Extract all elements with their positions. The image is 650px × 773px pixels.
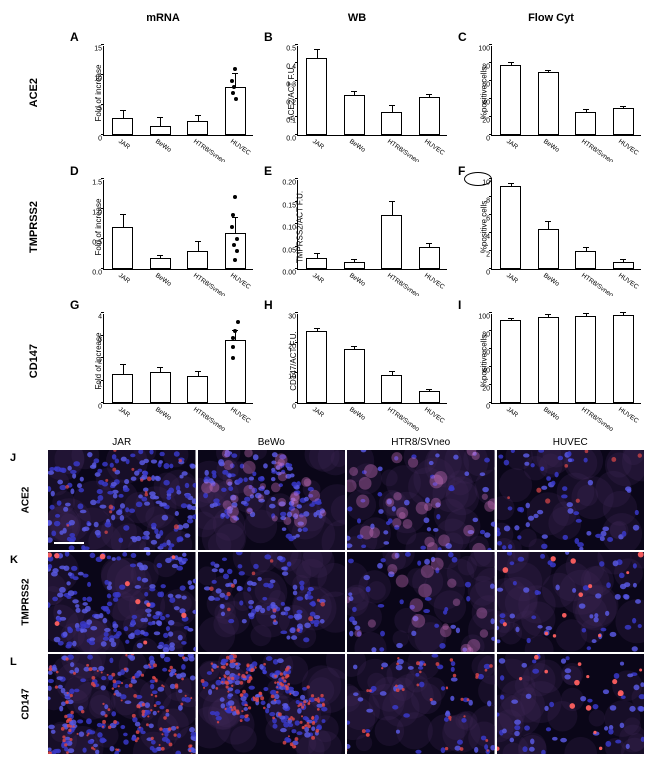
panel-G: GFold of increase01234JARBeWoHTR8/SvneoH… (68, 296, 258, 426)
bar (419, 247, 440, 270)
panel-letter-H: H (264, 298, 273, 312)
microscopy-grid: JAR BeWo HTR8/SVneo HUVEC J ACE2 K TMPRS… (0, 430, 650, 760)
col-header-mrna: mRNA (68, 12, 258, 24)
panel-letter-D: D (70, 164, 79, 178)
img-col-huvec: HUVEC (497, 437, 645, 448)
bar (575, 112, 596, 135)
microscopy-L-bewo (198, 654, 346, 754)
img-col-htr8: HTR8/SVneo (347, 437, 495, 448)
chart-area: 0.00.51.01.5JARBeWoHTR8/SvneoHUVEC (103, 180, 253, 270)
chart-area: 0.000.050.100.150.20JARBeWoHTR8/SvneoHUV… (297, 180, 447, 270)
bar (225, 87, 246, 135)
panel-A: AFold of increase051015JARBeWoHTR8/Svneo… (68, 28, 258, 158)
bar (381, 112, 402, 135)
bar (344, 262, 365, 269)
panel-C: C %positive cells020406080100JARBeWoHTR8/… (456, 28, 646, 158)
bar (538, 72, 559, 135)
bar (613, 108, 634, 135)
bar (538, 229, 559, 270)
img-col-bewo: BeWo (198, 437, 346, 448)
panel-letter-J: J (10, 452, 16, 464)
col-header-wb: WB (262, 12, 452, 24)
chart-area: 0246810JARBeWoHTR8/SvneoHUVEC (491, 180, 641, 270)
bar (225, 340, 246, 403)
bar (112, 118, 133, 135)
chart-area: 051015JARBeWoHTR8/SvneoHUVEC (103, 46, 253, 136)
chart-area: 01234JARBeWoHTR8/SvneoHUVEC (103, 314, 253, 404)
bar (187, 376, 208, 403)
microscopy-K-jar (48, 552, 196, 652)
bar (500, 186, 521, 269)
bar (150, 372, 171, 404)
panel-E: ETMPRSS2/ACT F.U.0.000.050.100.150.20JAR… (262, 162, 452, 292)
bar (344, 349, 365, 403)
bar (150, 258, 171, 269)
microscopy-J-huvec (497, 450, 645, 550)
bar (538, 317, 559, 403)
figure-container: mRNA WB Flow Cyt ACE2 AFold of increase0… (0, 0, 650, 760)
ylabel: %positive cells (480, 201, 489, 253)
img-col-jar: JAR (48, 437, 196, 448)
row-header-ace2: ACE2 (28, 78, 40, 107)
microscopy-K-bewo (198, 552, 346, 652)
bar (575, 251, 596, 269)
microscopy-J-jar (48, 450, 196, 550)
chart-area: 0.00.10.20.30.40.5JARBeWoHTR8/SvneoHUVEC (297, 46, 447, 136)
microscopy-L-huvec (497, 654, 645, 754)
bar (306, 58, 327, 135)
bar (150, 126, 171, 135)
microscopy-L-jar (48, 654, 196, 754)
bar (112, 227, 133, 269)
bar (575, 316, 596, 403)
microscopy-K-huvec (497, 552, 645, 652)
panel-I: I %positive cells020406080100JARBeWoHTR8/… (456, 296, 646, 426)
bar (306, 258, 327, 269)
bar (381, 375, 402, 404)
bar (344, 95, 365, 135)
panel-H: HCD147/ACT F.U.0102030JARBeWoHTR8/SvneoH… (262, 296, 452, 426)
scalebar (54, 542, 84, 544)
bar (500, 65, 521, 135)
bar (187, 251, 208, 269)
bar-chart-grid: mRNA WB Flow Cyt ACE2 AFold of increase0… (0, 0, 650, 430)
bar (613, 262, 634, 269)
microscopy-L-htr8 (347, 654, 495, 754)
panel-letter-K: K (10, 554, 18, 566)
chart-area: 020406080100JARBeWoHTR8/SvneoHUVEC (491, 46, 641, 136)
microscopy-J-htr8 (347, 450, 495, 550)
ylabel: ACE2/ACT F.U. (287, 65, 296, 120)
bar (613, 315, 634, 403)
bar (187, 121, 208, 135)
chart-area: 020406080100JARBeWoHTR8/SvneoHUVEC (491, 314, 641, 404)
bar (112, 374, 133, 403)
ylabel: %positive cells (480, 335, 489, 387)
bar (500, 320, 521, 403)
img-row-tmprss2: TMPRSS2 (21, 578, 32, 625)
panel-letter-C: C (458, 30, 467, 44)
annotation-circle (464, 172, 492, 186)
img-row-ace2: ACE2 (21, 487, 32, 514)
bar (306, 331, 327, 403)
panel-letter-L: L (10, 656, 17, 668)
row-header-tmprss2: TMPRSS2 (28, 201, 40, 253)
ylabel: %positive cells (480, 67, 489, 119)
row-header-cd147: CD147 (28, 344, 40, 378)
microscopy-K-htr8 (347, 552, 495, 652)
panel-letter-I: I (458, 298, 461, 312)
panel-F: F%positive cells0246810JARBeWoHTR8/Svneo… (456, 162, 646, 292)
col-header-flowcyt: Flow Cyt (456, 12, 646, 24)
panel-letter-E: E (264, 164, 272, 178)
panel-letter-A: A (70, 30, 79, 44)
bar (381, 215, 402, 269)
chart-area: 0102030JARBeWoHTR8/SvneoHUVEC (297, 314, 447, 404)
panel-letter-G: G (70, 298, 79, 312)
img-row-cd147: CD147 (21, 688, 32, 719)
panel-D: DFold of increase0.00.51.01.5JARBeWoHTR8… (68, 162, 258, 292)
bar (419, 391, 440, 403)
microscopy-J-bewo (198, 450, 346, 550)
bar (419, 97, 440, 135)
panel-B: B ACE2/ACT F.U.0.00.10.20.30.40.5JARBeWoH… (262, 28, 452, 158)
panel-letter-B: B (264, 30, 273, 44)
